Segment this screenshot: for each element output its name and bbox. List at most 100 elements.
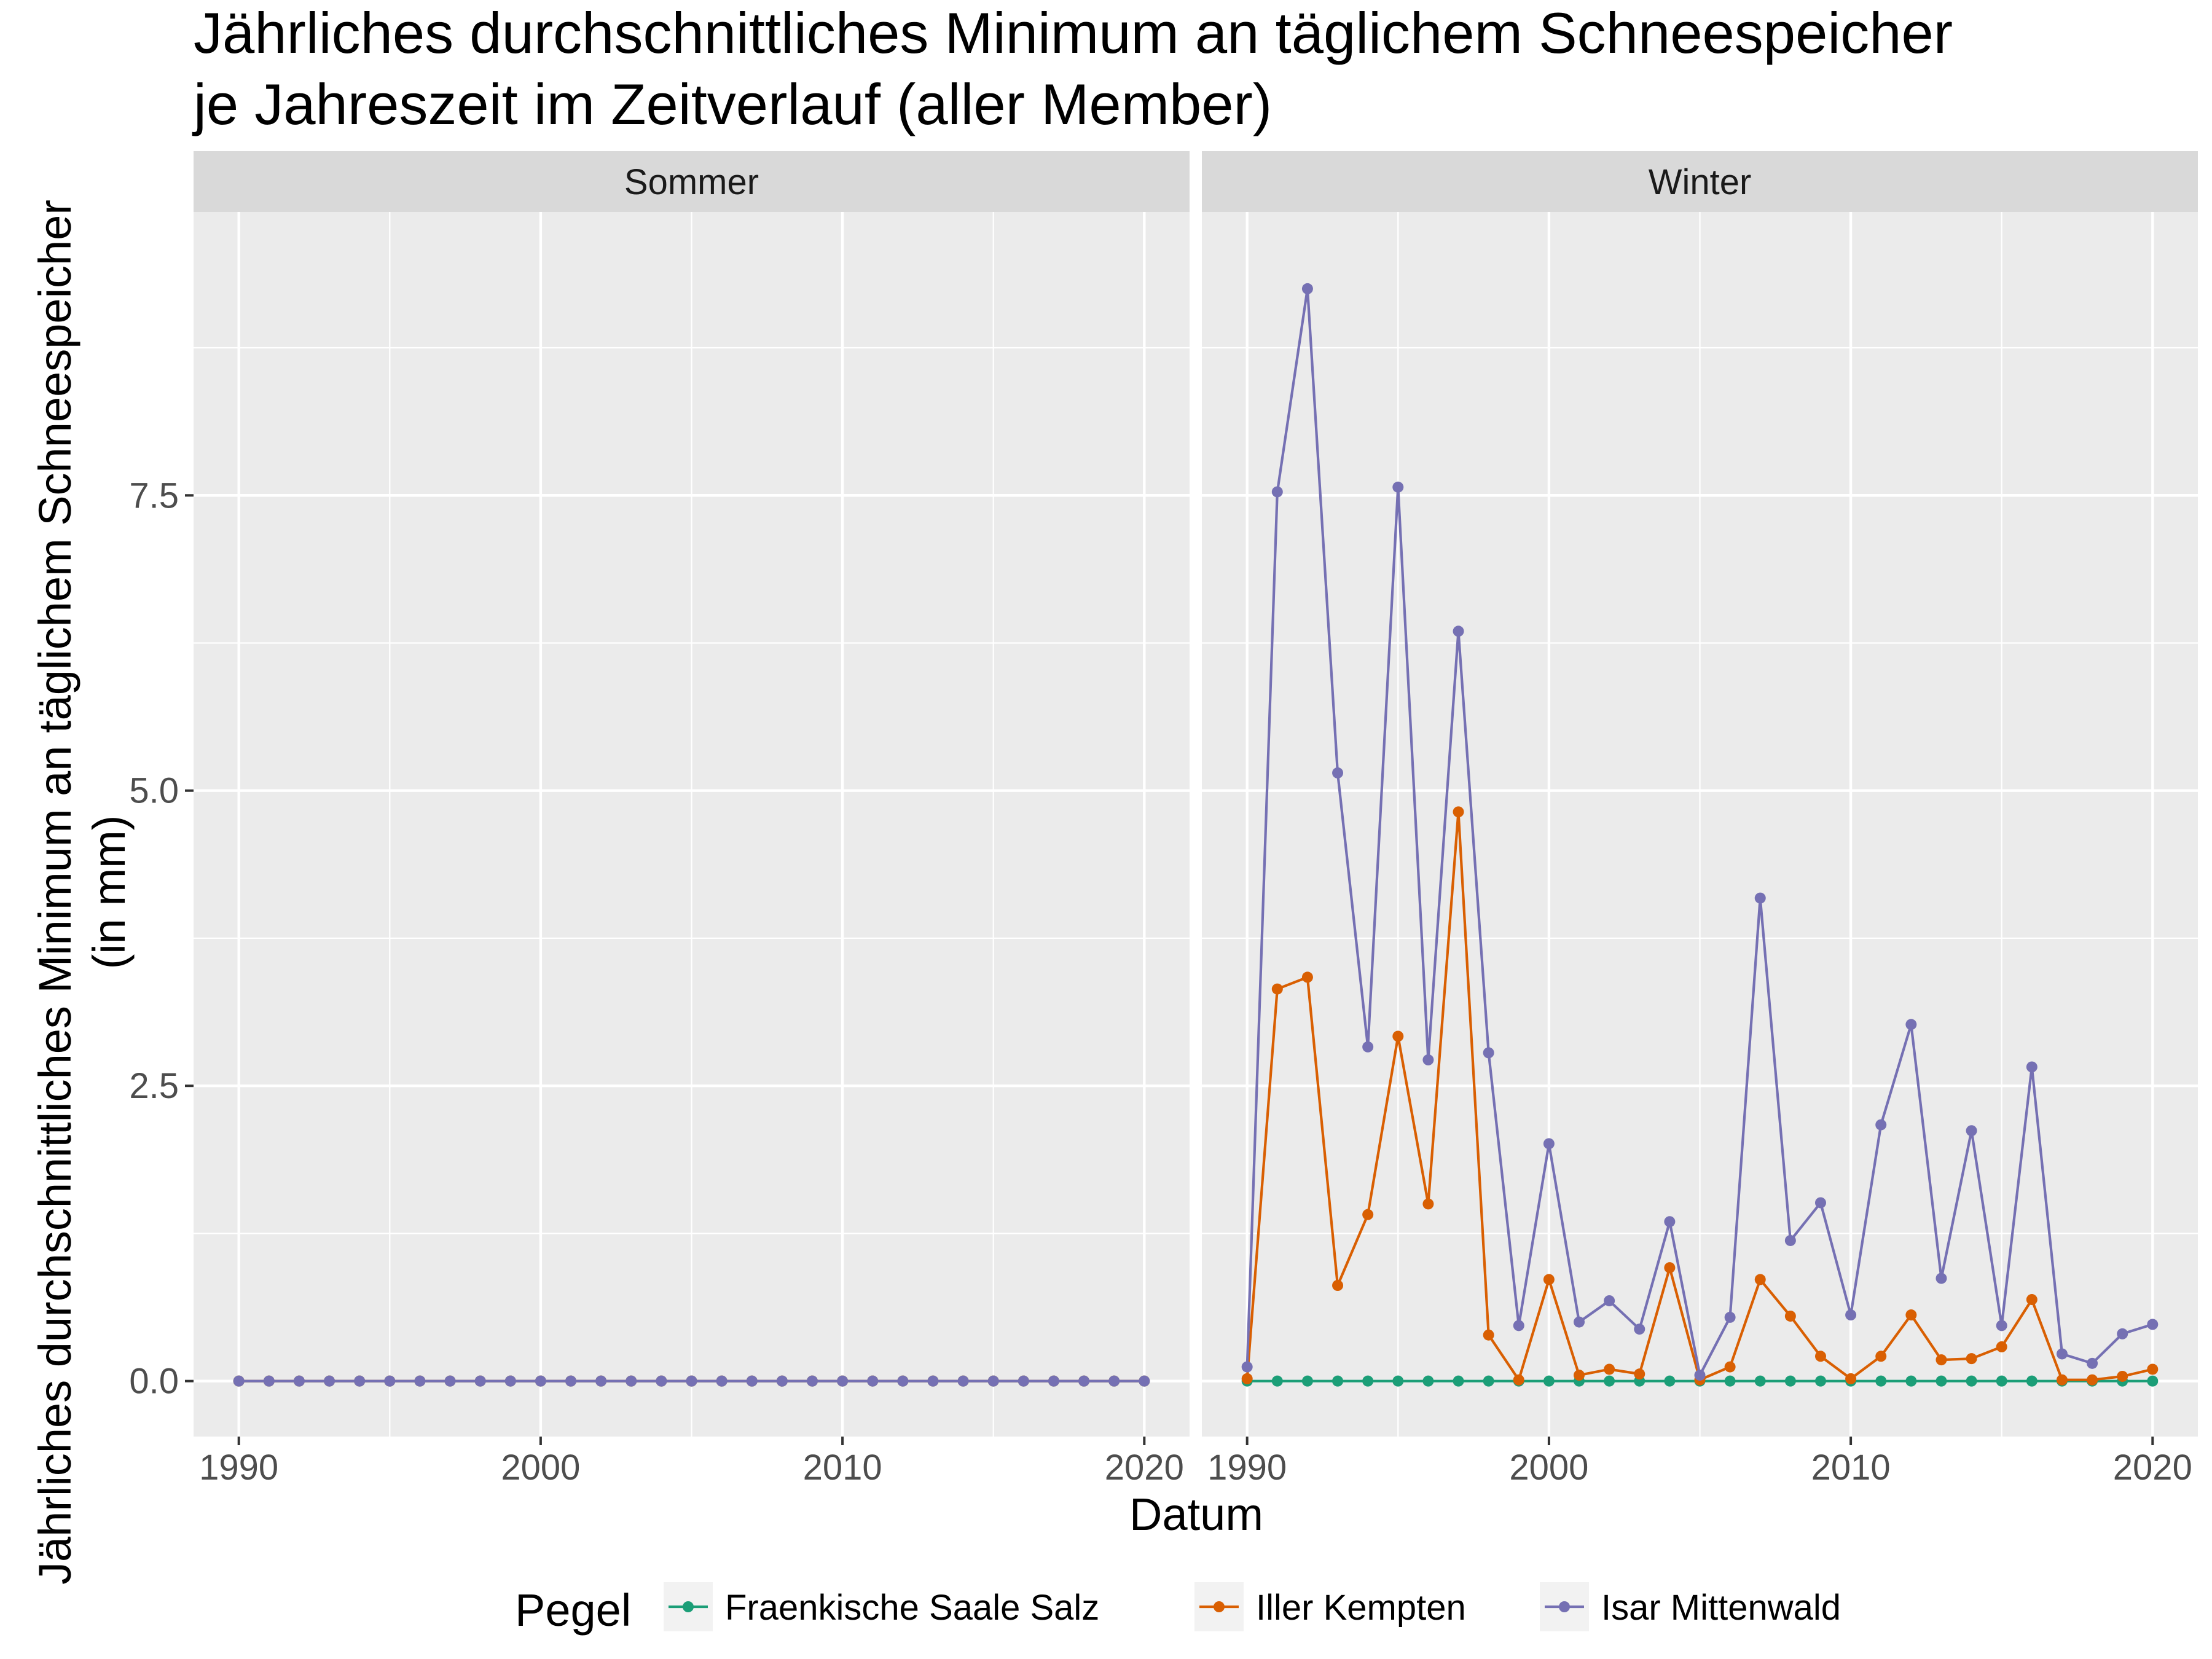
- data-point: [746, 1375, 758, 1387]
- data-point: [1362, 1375, 1374, 1387]
- data-point: [897, 1375, 909, 1387]
- y-axis-title-line-1: Jährliches durchschnittliches Minimum an…: [29, 200, 80, 1585]
- data-point: [2117, 1370, 2128, 1382]
- data-point: [1814, 1351, 1826, 1362]
- data-point: [595, 1375, 607, 1387]
- data-point: [776, 1375, 788, 1387]
- data-point: [1996, 1320, 2007, 1332]
- x-tick-label: 2020: [2113, 1448, 2192, 1488]
- y-tick-label: 2.5: [129, 1066, 179, 1106]
- data-point: [293, 1375, 305, 1387]
- data-point: [1422, 1054, 1434, 1065]
- data-point: [837, 1375, 849, 1387]
- legend-item-fraenkische-saale-salz: Fraenkische Saale Salz: [664, 1582, 1099, 1631]
- y-axis-title-line-2: (in mm): [84, 815, 135, 970]
- data-point: [1048, 1375, 1059, 1387]
- data-point: [1814, 1197, 1826, 1209]
- series-fraenkische-saale-salz: [1241, 1375, 2159, 1387]
- data-point: [1875, 1375, 1887, 1387]
- data-point: [2147, 1375, 2159, 1387]
- data-point: [2087, 1374, 2098, 1386]
- data-point: [1875, 1351, 1887, 1362]
- data-point: [867, 1375, 879, 1387]
- data-point: [1018, 1375, 1029, 1387]
- data-point: [1513, 1374, 1524, 1386]
- data-point: [2056, 1374, 2068, 1386]
- x-tick-label: 1990: [199, 1448, 278, 1488]
- data-point: [1905, 1375, 1917, 1387]
- data-point: [1483, 1329, 1494, 1341]
- data-point: [1664, 1216, 1676, 1228]
- data-point: [2147, 1319, 2159, 1330]
- data-point: [1724, 1375, 1736, 1387]
- data-point: [1543, 1274, 1555, 1285]
- data-point: [1241, 1373, 1253, 1384]
- data-point: [1422, 1375, 1434, 1387]
- data-point: [1301, 1375, 1313, 1387]
- data-point: [957, 1375, 969, 1387]
- data-point: [1724, 1361, 1736, 1373]
- data-point: [2147, 1363, 2159, 1375]
- data-point: [1362, 1209, 1374, 1220]
- data-point: [504, 1375, 516, 1387]
- legend-label: Isar Mittenwald: [1601, 1588, 1841, 1628]
- data-point: [1936, 1354, 1947, 1366]
- data-point: [1332, 1375, 1344, 1387]
- legend-key-point: [1559, 1601, 1570, 1612]
- legend-title: Pegel: [515, 1585, 631, 1636]
- data-point: [1814, 1375, 1826, 1387]
- data-point: [1513, 1320, 1524, 1332]
- data-point: [535, 1375, 546, 1387]
- data-point: [1301, 971, 1313, 983]
- data-point: [1604, 1375, 1615, 1387]
- data-point: [1634, 1368, 1645, 1380]
- y-tick-label: 0.0: [129, 1362, 179, 1402]
- data-point: [1724, 1311, 1736, 1323]
- legend: Pegel Fraenkische Saale Salz Iller Kempte…: [515, 1582, 1841, 1636]
- data-point: [1754, 1274, 1766, 1285]
- legend-key-point: [1214, 1601, 1225, 1612]
- chart-title-line-2: je Jahreszeit im Zeitverlauf (aller Memb…: [192, 72, 1272, 136]
- data-point: [1664, 1375, 1676, 1387]
- data-point: [626, 1375, 637, 1387]
- panel-winter: Winter 1990 2000 2010 2020: [1202, 151, 2198, 1488]
- legend-key-point: [683, 1601, 694, 1612]
- data-point: [686, 1375, 697, 1387]
- data-point: [1784, 1375, 1796, 1387]
- x-tick-label: 2000: [501, 1448, 580, 1488]
- data-point: [233, 1375, 245, 1387]
- data-point: [1664, 1262, 1676, 1274]
- data-point: [656, 1375, 667, 1387]
- data-point: [444, 1375, 456, 1387]
- data-point: [2026, 1375, 2037, 1387]
- data-point: [1634, 1324, 1645, 1335]
- data-point: [1543, 1138, 1555, 1150]
- data-point: [1483, 1047, 1494, 1059]
- facet-strip: [1202, 151, 2198, 212]
- data-point: [1936, 1273, 1947, 1284]
- data-point: [806, 1375, 818, 1387]
- data-point: [1453, 1375, 1464, 1387]
- data-point: [1966, 1125, 1977, 1137]
- facet-strip-label: Winter: [1649, 162, 1752, 202]
- y-tick-label: 5.0: [129, 771, 179, 811]
- data-point: [1996, 1341, 2007, 1352]
- data-point: [1784, 1234, 1796, 1246]
- series-isar-mittenwald: [233, 1375, 1150, 1387]
- data-point: [1271, 983, 1283, 995]
- data-point: [716, 1375, 728, 1387]
- data-point: [1078, 1375, 1090, 1387]
- data-point: [1784, 1310, 1796, 1322]
- data-point: [1271, 486, 1283, 498]
- data-point: [2087, 1357, 2098, 1369]
- data-point: [324, 1375, 335, 1387]
- data-point: [1301, 283, 1313, 294]
- legend-label: Fraenkische Saale Salz: [725, 1588, 1099, 1628]
- legend-item-iller-kempten: Iller Kempten: [1194, 1582, 1466, 1631]
- data-point: [1543, 1375, 1555, 1387]
- x-tick-label: 2000: [1509, 1448, 1588, 1488]
- data-point: [1574, 1316, 1585, 1328]
- data-point: [1845, 1373, 1857, 1384]
- data-point: [2026, 1294, 2037, 1306]
